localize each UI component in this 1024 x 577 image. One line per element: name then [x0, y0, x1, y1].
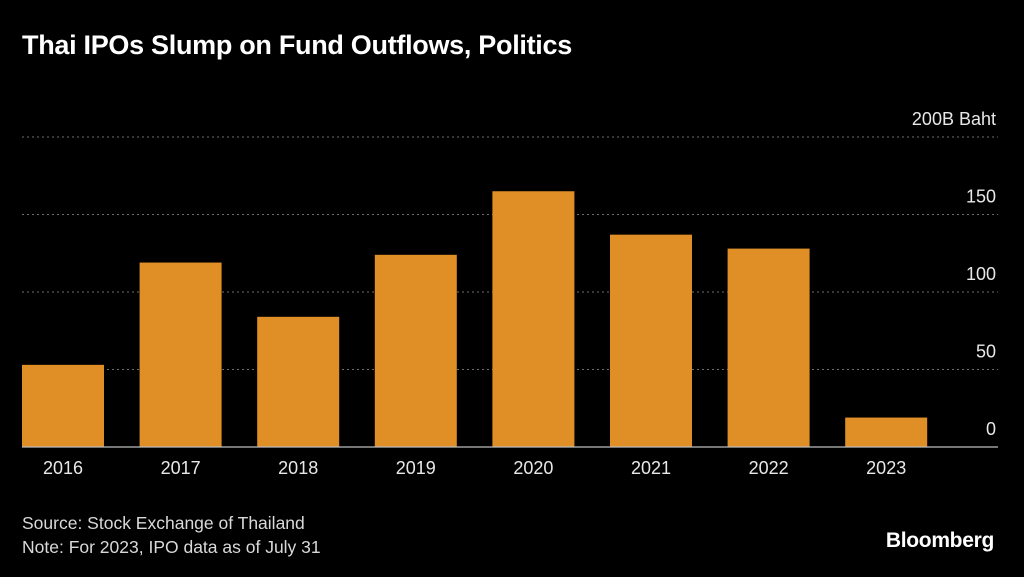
y-tick-label-150: 150 [966, 187, 996, 207]
bloomberg-logo: Bloomberg [885, 529, 994, 552]
footer-notes: Source: Stock Exchange of Thailand Note:… [22, 511, 321, 559]
bar-2019 [374, 254, 457, 447]
source-note: Source: Stock Exchange of Thailand [22, 513, 305, 533]
bar-2021 [610, 234, 692, 447]
bar-2023 [845, 417, 928, 447]
bar-2020 [492, 191, 575, 447]
bar-2016 [22, 364, 104, 447]
y-axis-ticks: 0 50 100 150 200B Baht [912, 109, 996, 439]
x-tick-label-2017: 2017 [161, 458, 201, 478]
y-tick-label-50: 50 [976, 342, 996, 362]
x-tick-label-2019: 2019 [396, 458, 436, 478]
data-note: Note: For 2023, IPO data as of July 31 [22, 537, 321, 557]
x-tick-label-2021: 2021 [631, 458, 671, 478]
y-tick-label-100: 100 [966, 264, 996, 284]
x-tick-label-2023: 2023 [866, 458, 906, 478]
bar-2022 [727, 248, 810, 447]
bar-2018 [257, 316, 340, 447]
x-tick-label-2018: 2018 [278, 458, 318, 478]
y-tick-label-0: 0 [986, 419, 996, 439]
x-tick-label-2022: 2022 [749, 458, 789, 478]
x-tick-label-2016: 2016 [43, 458, 83, 478]
bar-2017 [139, 262, 222, 447]
bars [22, 191, 928, 447]
y-tick-label-200: 200B Baht [912, 109, 996, 129]
x-tick-label-2020: 2020 [513, 458, 553, 478]
chart-title: Thai IPOs Slump on Fund Outflows, Politi… [22, 30, 572, 60]
x-axis-ticks: 2016 2017 2018 2019 2020 2021 2022 2023 [43, 458, 906, 478]
